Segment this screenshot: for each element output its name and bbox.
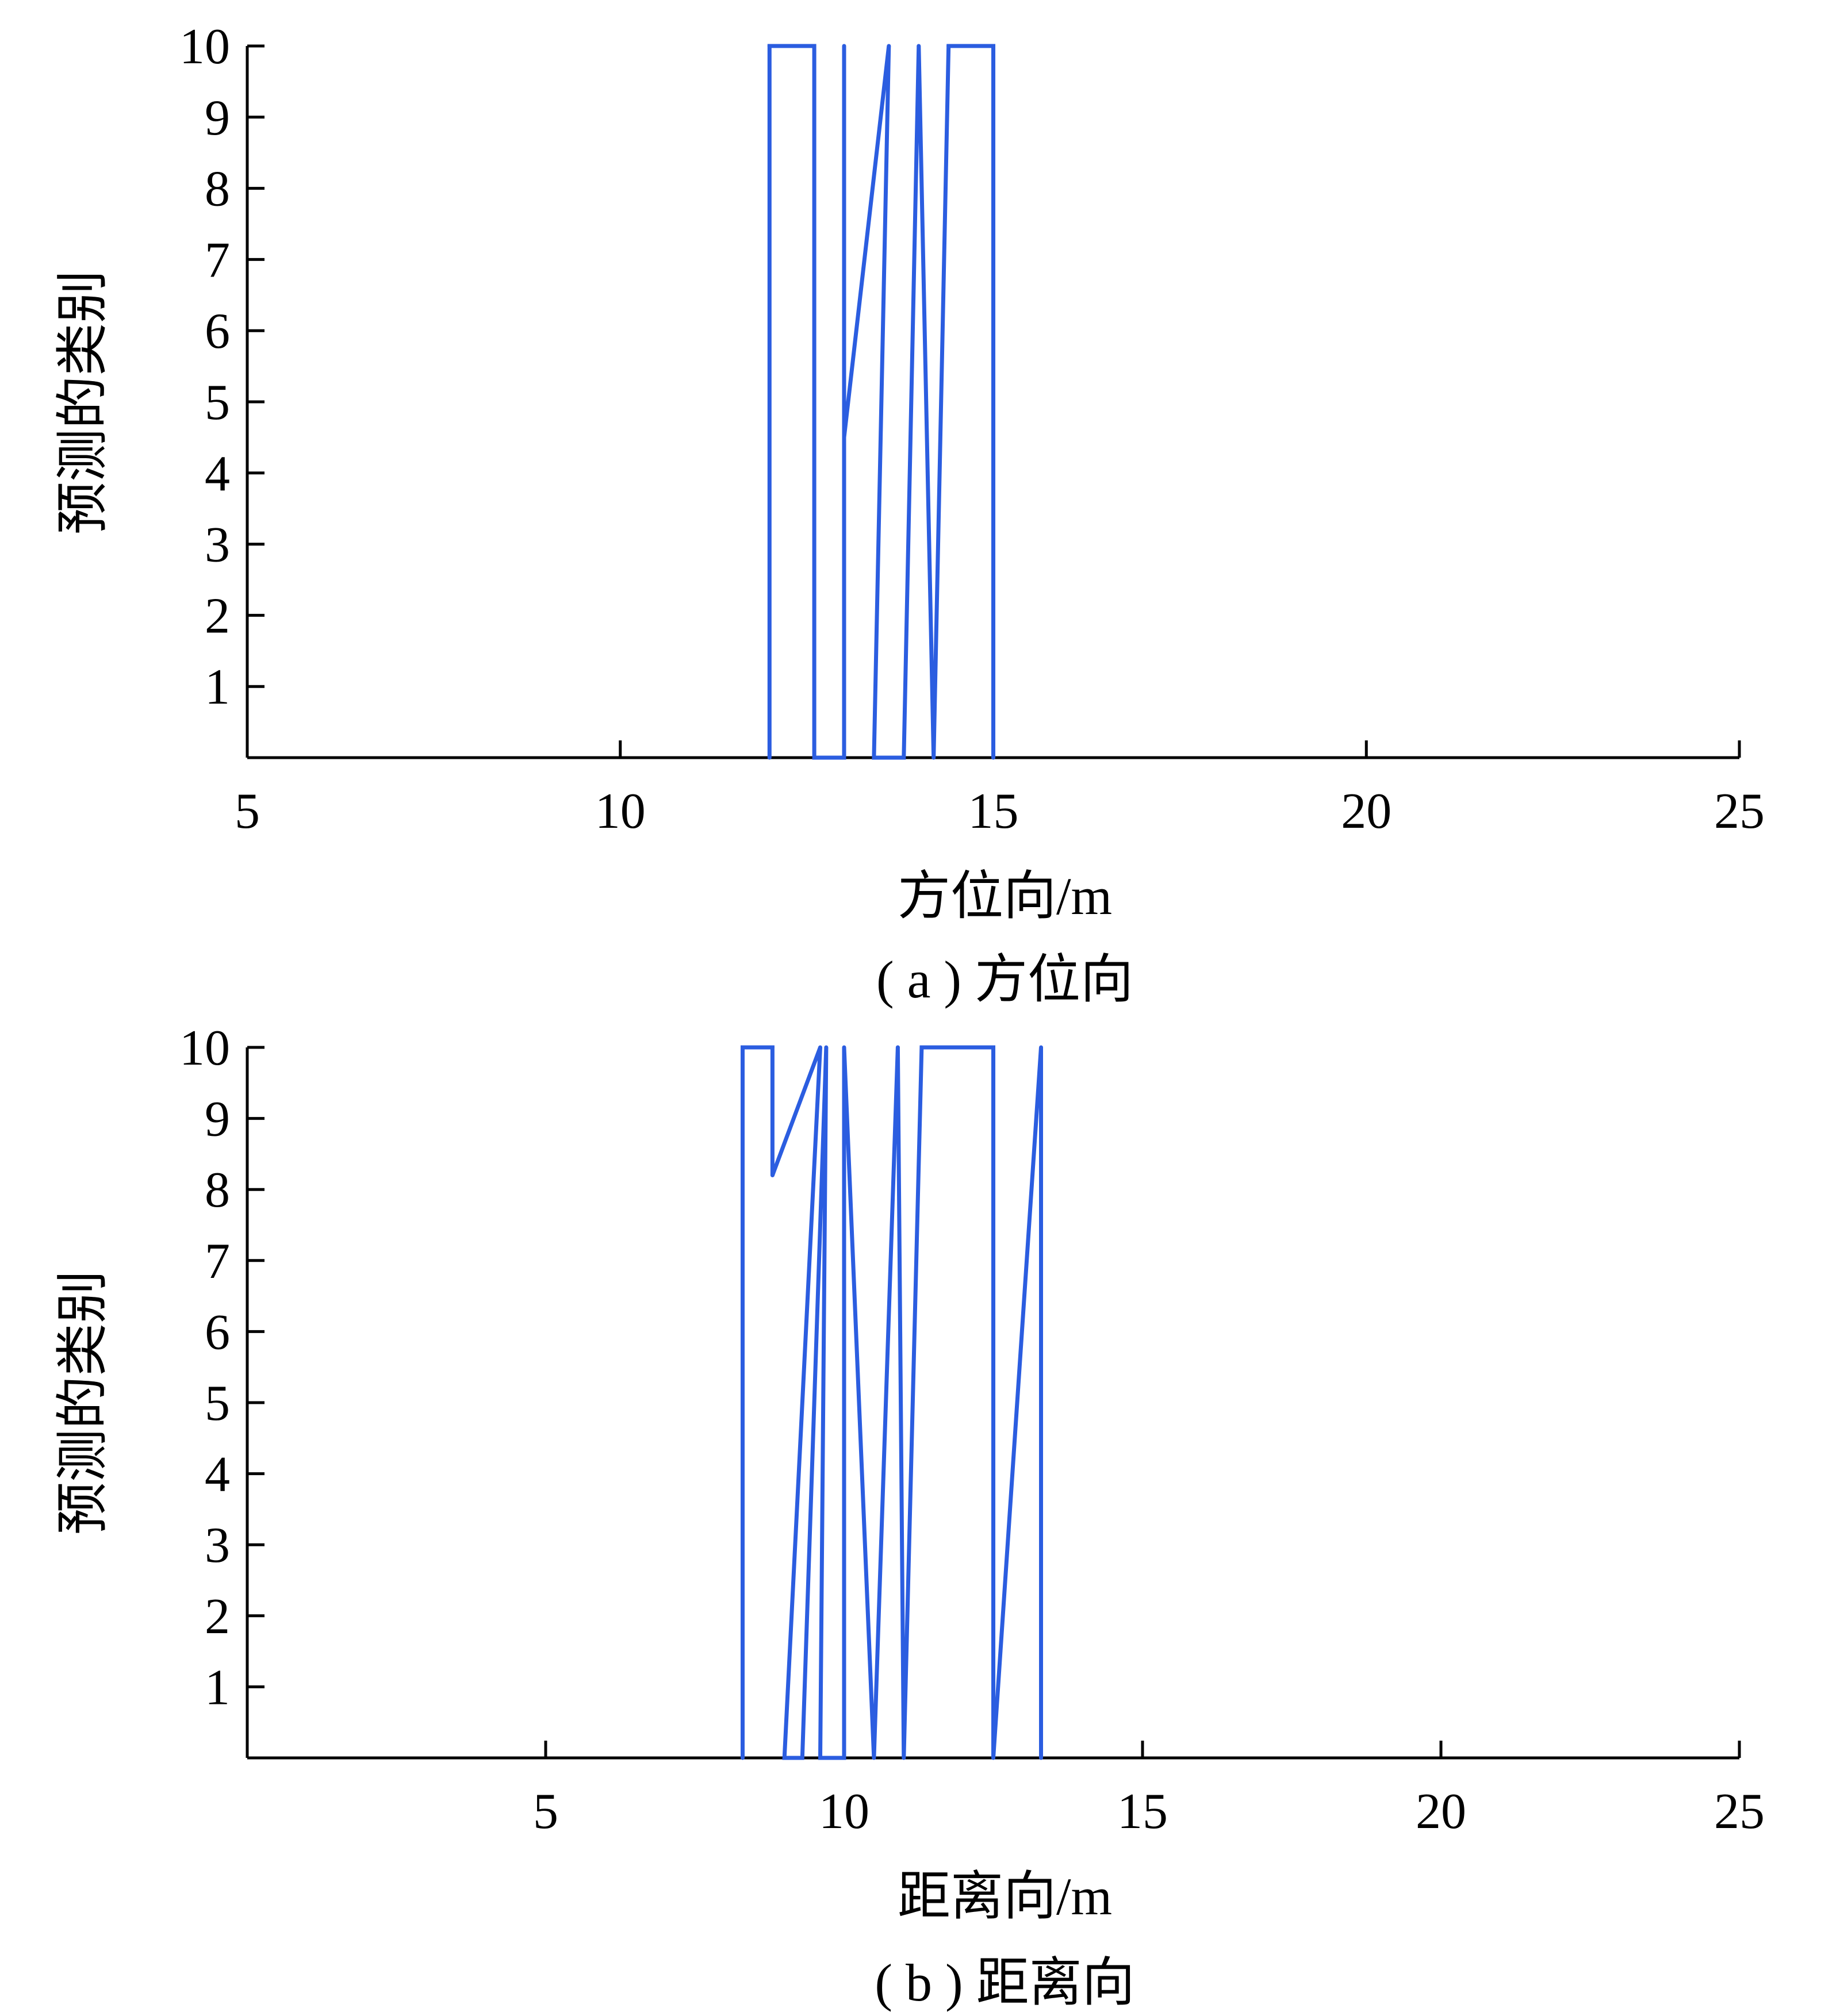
data-point <box>887 44 891 48</box>
data-point <box>872 1756 876 1760</box>
data-point <box>741 1756 745 1760</box>
y-tick-label: 4 <box>205 446 230 502</box>
x-tick-label: 10 <box>595 784 646 839</box>
y-tick-label: 3 <box>205 517 230 573</box>
data-point <box>917 44 921 48</box>
y-tick-label: 1 <box>205 1660 230 1715</box>
data-point <box>842 1756 846 1760</box>
y-tick-label: 10 <box>179 1020 230 1076</box>
data-point <box>818 1045 822 1050</box>
x-axis-label: 距离向/m <box>898 1867 1112 1926</box>
data-point <box>1039 1756 1044 1760</box>
data-point <box>931 755 936 760</box>
data-point <box>902 755 906 760</box>
data-point <box>842 755 846 760</box>
y-tick-label: 2 <box>205 588 230 644</box>
y-tick-label: 5 <box>205 375 230 431</box>
y-tick-label: 6 <box>205 304 230 359</box>
x-axis-label: 方位向/m <box>898 867 1112 926</box>
x-tick-label: 10 <box>819 1784 869 1840</box>
y-tick-label: 8 <box>205 162 230 217</box>
data-point <box>991 1756 995 1760</box>
data-point <box>895 1045 900 1050</box>
data-point <box>741 1045 745 1050</box>
x-tick-label: 5 <box>235 784 260 839</box>
data-point <box>842 1045 846 1050</box>
panel-caption: ( b ) 距离向 <box>875 1953 1134 2012</box>
data-point <box>946 44 951 48</box>
y-tick-label: 9 <box>205 90 230 146</box>
y-tick-label: 7 <box>205 232 230 288</box>
y-tick-label: 4 <box>205 1447 230 1503</box>
y-tick-label: 6 <box>205 1304 230 1360</box>
y-tick-label: 3 <box>205 1518 230 1573</box>
y-axis-label: 预测的类别 <box>53 270 112 535</box>
data-point <box>991 1045 995 1050</box>
data-point <box>770 1045 775 1050</box>
data-point <box>902 1756 906 1760</box>
data-point <box>824 1045 829 1050</box>
y-tick-label: 9 <box>205 1092 230 1147</box>
series-line <box>767 44 995 760</box>
data-point <box>919 1045 924 1050</box>
data-point <box>872 755 876 760</box>
x-tick-label: 25 <box>1714 784 1765 839</box>
data-point <box>767 44 772 48</box>
x-tick-label: 15 <box>968 784 1019 839</box>
y-tick-label: 7 <box>205 1234 230 1289</box>
y-tick-label: 5 <box>205 1376 230 1431</box>
x-tick-label: 20 <box>1416 1784 1466 1840</box>
y-axis-label: 预测的类别 <box>53 1270 112 1535</box>
y-tick-label: 10 <box>179 19 230 75</box>
data-point <box>1039 1045 1044 1050</box>
x-tick-label: 15 <box>1117 1784 1168 1840</box>
x-tick-label: 5 <box>533 1784 558 1840</box>
y-tick-label: 2 <box>205 1589 230 1645</box>
x-tick-label: 20 <box>1341 784 1392 839</box>
series-line <box>741 1045 1043 1760</box>
panel-caption: ( a ) 方位向 <box>876 950 1133 1009</box>
y-tick-label: 1 <box>205 659 230 715</box>
data-point <box>767 755 772 760</box>
data-point <box>991 44 995 48</box>
data-point <box>818 1756 822 1760</box>
data-point <box>991 755 995 760</box>
data-point <box>782 1756 787 1760</box>
data-point <box>812 44 816 48</box>
data-point <box>800 1756 804 1760</box>
data-point <box>842 435 846 440</box>
data-point <box>770 1173 775 1177</box>
y-tick-label: 8 <box>205 1162 230 1218</box>
data-point <box>812 755 816 760</box>
x-tick-label: 25 <box>1714 1784 1765 1840</box>
data-point <box>842 44 846 48</box>
